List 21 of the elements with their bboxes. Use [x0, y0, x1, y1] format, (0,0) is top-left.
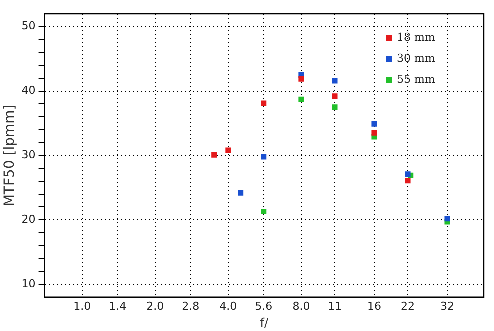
legend-label: 18 mm [397, 30, 436, 44]
y-tick-label: 20 [22, 212, 36, 226]
x-tick-label: 8.0 [292, 300, 310, 313]
x-tick-label: 5.6 [255, 300, 273, 313]
x-tick-label: 2.0 [146, 300, 164, 313]
y-tick-label: 40 [22, 84, 36, 98]
x-tick-label: 32 [440, 300, 454, 313]
legend-label: 55 mm [397, 72, 436, 86]
x-tick-label: 22 [401, 300, 416, 313]
x-tick-label: 2.8 [182, 300, 200, 313]
y-tick-label: 50 [22, 20, 36, 33]
x-tick-label: 1.0 [74, 300, 92, 313]
y-axis-title: MTF50 [lpmm] [2, 104, 18, 207]
x-tick-label: 16 [367, 300, 382, 313]
y-tick-label: 30 [22, 148, 36, 162]
legend-label: 30 mm [397, 52, 436, 65]
x-axis-title: f/ [260, 316, 270, 330]
x-tick-label: 11 [328, 300, 342, 313]
x-tick-label: 4.0 [220, 300, 238, 313]
x-tick-label: 1.4 [109, 300, 127, 313]
y-tick-label: 10 [22, 277, 36, 290]
